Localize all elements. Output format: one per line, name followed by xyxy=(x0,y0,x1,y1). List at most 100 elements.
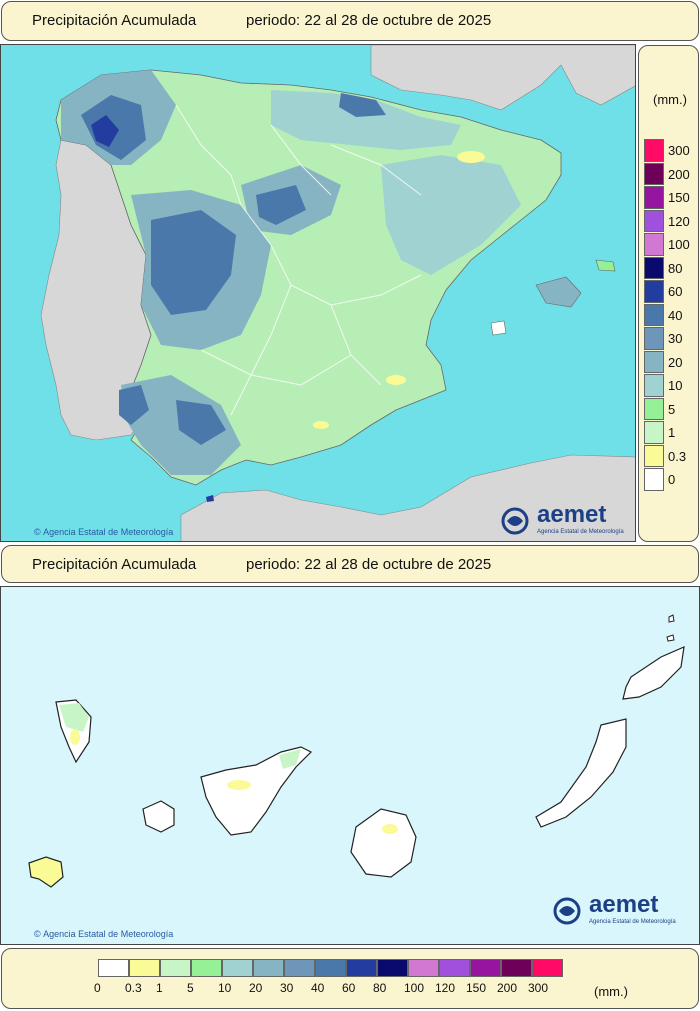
hlegend-swatch-40 xyxy=(315,959,346,977)
hlegend-swatch-20 xyxy=(253,959,284,977)
hlegend-label-1: 1 xyxy=(156,981,163,995)
aemet-logo-icon xyxy=(553,897,581,925)
legend-label-200: 200 xyxy=(668,166,690,182)
bottom-aemet-logo: aemet Agencia Estatal de Meteorología xyxy=(551,891,681,929)
gran-canaria xyxy=(350,808,417,878)
horizontal-legend: 0 0.3 1 5 10 20 30 40 60 80 100 120 150 200 300 (mm.) xyxy=(1,948,699,1009)
hlegend-swatch-0 xyxy=(98,959,129,977)
legend-label-150: 150 xyxy=(668,190,690,205)
hlegend-label-80: 80 xyxy=(373,981,387,995)
vertical-legend-scale: 300 200 150 120 100 80 60 40 30 20 10 5 1 0.3 0 xyxy=(644,139,698,499)
ibiza xyxy=(490,320,507,336)
legend-swatch-80 xyxy=(644,256,664,279)
precip-east-band xyxy=(381,155,521,275)
peninsula-map-svg xyxy=(40,45,635,541)
hlegend-label-5: 5 xyxy=(187,981,194,995)
hlegend-label-20: 20 xyxy=(249,981,263,995)
canary-map-svg xyxy=(28,614,685,888)
hlegend-label-40: 40 xyxy=(311,981,325,995)
legend-swatch-1 xyxy=(644,421,664,444)
precip-spot-murcia xyxy=(313,421,329,429)
bottom-map-period: periodo: 22 al 28 de octubre de 2025 xyxy=(246,556,492,573)
horizontal-legend-unit: (mm.) xyxy=(594,984,628,999)
precip-north-coast xyxy=(271,90,461,150)
precip-spot-valencia xyxy=(386,375,406,385)
legend-swatch-60 xyxy=(644,280,664,303)
precip-west-core xyxy=(151,210,236,315)
legend-label-100: 100 xyxy=(668,237,690,252)
legend-swatch-40 xyxy=(644,303,664,326)
hlegend-swatch-100 xyxy=(408,959,439,977)
legend-swatch-120 xyxy=(644,209,664,232)
tenerife-spot xyxy=(227,780,251,790)
legend-label-60: 60 xyxy=(668,284,683,299)
hlegend-label-30: 30 xyxy=(280,981,294,995)
legend-label-20: 20 xyxy=(668,354,683,370)
legend-swatch-150 xyxy=(644,186,664,209)
legend-swatch-200 xyxy=(644,162,664,185)
bottom-aemet-logo-text: aemet xyxy=(589,891,659,918)
hlegend-label-0.3: 0.3 xyxy=(125,981,142,995)
fuerteventura xyxy=(535,718,627,828)
hlegend-swatch-5 xyxy=(191,959,222,977)
hlegend-swatch-10 xyxy=(222,959,253,977)
aemet-logo-icon xyxy=(501,507,529,535)
mallorca xyxy=(535,276,582,308)
tenerife-precip xyxy=(279,749,301,769)
horizontal-legend-scale: 0 0.3 1 5 10 20 30 40 60 80 100 120 150 200 300 xyxy=(94,959,568,999)
hlegend-label-200: 200 xyxy=(497,981,518,995)
canary-map: © Agencia Estatal de Meteorología aemet … xyxy=(0,586,700,945)
hlegend-swatch-30 xyxy=(284,959,315,977)
hlegend-label-300: 300 xyxy=(528,981,549,995)
top-aemet-logo-text: aemet xyxy=(537,501,607,528)
top-credit: © Agencia Estatal de Meteorología xyxy=(34,527,174,537)
precip-spot-catalonia xyxy=(457,151,485,163)
precip-portugal-south xyxy=(119,385,149,425)
france-land xyxy=(370,45,635,111)
bottom-map-title: Precipitación Acumulada xyxy=(32,556,197,573)
gran-canaria-spot xyxy=(382,824,398,834)
alegranza xyxy=(666,634,675,642)
top-aemet-logo: aemet Agencia Estatal de Meteorología xyxy=(499,501,629,539)
legend-swatch-10 xyxy=(644,374,664,397)
la-palma-spot xyxy=(70,729,80,745)
el-hierro xyxy=(28,856,64,888)
legend-label-40: 40 xyxy=(668,307,683,323)
vertical-legend: (mm.) 300 200 150 120 100 80 60 40 30 20 10 5 1 0.3 0 xyxy=(638,45,699,542)
legend-swatch-0.3 xyxy=(644,444,664,467)
legend-swatch-30 xyxy=(644,327,664,350)
legend-swatch-5 xyxy=(644,397,664,420)
legend-label-0.3: 0.3 xyxy=(668,448,687,464)
hlegend-swatch-0.3 xyxy=(129,959,160,977)
top-aemet-logo-subtitle: Agencia Estatal de Meteorología xyxy=(537,529,624,535)
precip-center-dark xyxy=(256,185,306,225)
legend-label-1: 1 xyxy=(668,425,676,440)
top-map-period: periodo: 22 al 28 de octubre de 2025 xyxy=(246,12,492,29)
peninsula-map: © Agencia Estatal de Meteorología aemet … xyxy=(0,44,636,542)
legend-swatch-20 xyxy=(644,350,664,373)
precip-southwest-dark xyxy=(176,400,226,445)
legend-label-5: 5 xyxy=(668,401,676,417)
hlegend-swatch-300 xyxy=(532,959,563,977)
legend-label-0: 0 xyxy=(668,472,676,487)
hlegend-swatch-60 xyxy=(346,959,377,977)
hlegend-label-60: 60 xyxy=(342,981,356,995)
hlegend-swatch-80 xyxy=(377,959,408,977)
la-palma-precip xyxy=(59,703,89,732)
tenerife xyxy=(200,746,313,836)
legend-swatch-300 xyxy=(644,139,664,162)
vertical-legend-unit: (mm.) xyxy=(653,92,687,107)
hlegend-swatch-1 xyxy=(160,959,191,977)
precip-north-coast-dark xyxy=(339,93,386,117)
hlegend-label-100: 100 xyxy=(404,981,425,995)
legend-label-10: 10 xyxy=(668,378,683,393)
top-map-title: Precipitación Acumulada xyxy=(32,12,197,29)
la-gomera xyxy=(142,800,175,833)
precip-galicia-dark xyxy=(91,115,119,147)
hlegend-label-150: 150 xyxy=(466,981,487,995)
menorca xyxy=(595,259,616,272)
hlegend-swatch-200 xyxy=(501,959,532,977)
legend-swatch-0 xyxy=(644,468,664,491)
la-graciosa xyxy=(668,614,675,623)
bottom-title-bar: Precipitación Acumulada periodo: 22 al 2… xyxy=(1,545,699,583)
